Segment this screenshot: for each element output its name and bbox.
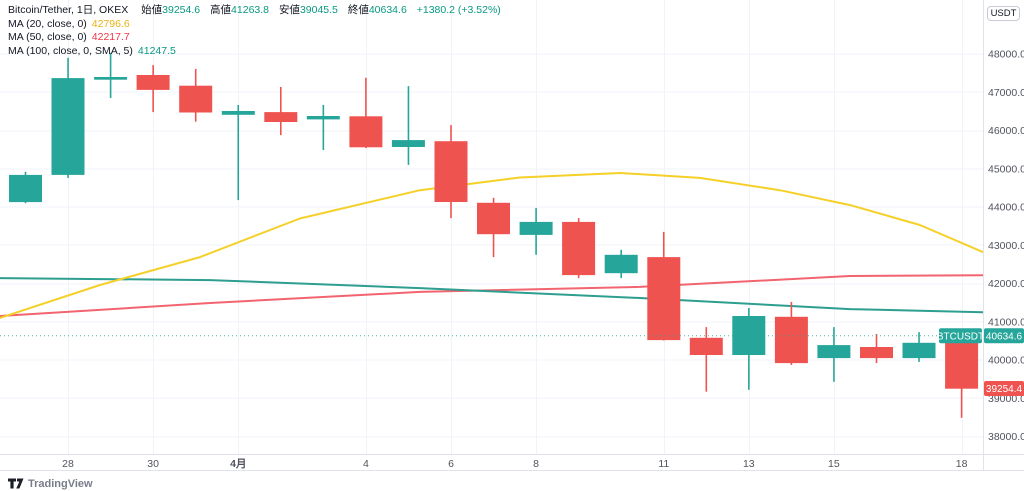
candle-body-3/29 [94,77,128,80]
symbol-legend-row[interactable]: Bitcoin/Tether, 1日, OKEX 始値39254.6 高値412… [8,4,501,17]
candle-body-4/12 [689,337,723,355]
time-tick-label-4月: 4月 [230,458,246,470]
price-tick-label-41000: 41000.0 [988,316,1024,328]
candle-body-4/4 [349,116,383,148]
candle-body-4/14 [774,316,808,364]
price-tick-label-42000: 42000.0 [988,278,1024,290]
price-tick-label-45000: 45000.0 [988,163,1024,175]
candle-body-4/11 [647,257,681,341]
price-tick-label-46000: 46000.0 [988,125,1024,137]
price-tick-label-40000: 40000.0 [988,355,1024,367]
time-axis[interactable] [0,454,983,470]
symbol-badge-text: BTCUSDT [937,331,984,342]
ma-50-legend-row[interactable]: MA (50, close, 0) 42217.7 [8,31,130,43]
time-tick-label-11: 11 [658,458,669,470]
chart-legend: Bitcoin/Tether, 1日, OKEX 始値39254.6 高値412… [8,4,501,58]
ma-20-legend-row[interactable]: MA (20, close, 0) 42796.6 [8,17,130,30]
price-tick-label-48000: 48000.0 [988,49,1024,61]
candle-body-4/1 [221,111,255,115]
ma-100-value: 41247.5 [137,44,176,57]
candle-body-4/8 [519,221,553,235]
candle-body-4/7 [477,202,510,235]
ohlc-open: 始値39254.6 [141,4,201,16]
price-tick-label-47000: 47000.0 [988,87,1024,99]
time-tick-label-6: 6 [448,458,454,470]
ma-50-value: 42217.7 [91,31,130,43]
time-tick-label-18: 18 [956,458,968,470]
candle-body-3/30 [136,75,170,90]
candle-body-4/5 [391,140,425,147]
price-tick-label-44000: 44000.0 [988,202,1024,214]
candle-body-3/28 [51,78,85,175]
time-tick-label-8: 8 [533,458,539,470]
prev-close-badge-text: 39254.4 [986,384,1023,395]
candle-body-4/16 [860,347,893,359]
symbol-title: Bitcoin/Tether, 1日, OKEX [8,4,129,16]
currency-unit-button[interactable]: USDT [987,6,1020,21]
tradingview-logo-text: TradingView [28,477,93,490]
candle-body-4/15 [817,345,851,359]
time-tick-label-15: 15 [828,458,840,470]
time-tick-label-4: 4 [363,458,369,470]
tradingview-attribution[interactable]: TradingView [8,477,93,490]
current-price-badge[interactable] [984,328,1024,344]
candle-body-4/18 [945,342,979,389]
candle-body-4/10 [604,254,638,274]
symbol-badge [939,328,982,344]
ma-line-ma20 [0,172,984,319]
ma-line-ma100 [0,277,984,314]
time-tick-label-13: 13 [743,458,755,470]
time-tick-label-28: 28 [62,458,74,470]
ohlc-low: 安値39045.5 [278,4,338,16]
candle-body-4/3 [306,116,340,120]
price-tick-label-38000: 38000.0 [988,431,1024,443]
ohlc-high: 高値41263.8 [210,4,270,16]
price-axis[interactable] [983,0,1024,470]
candle-body-3/31 [179,85,213,113]
prev-close-badge [984,381,1024,396]
candle-body-4/6 [434,141,468,202]
time-tick-label-30: 30 [147,458,159,470]
current-price-badge-text: 40634.6 [986,331,1023,342]
ma-100-legend-row[interactable]: MA (100, close, 0, SMA, 5) 41247.5 [8,44,176,57]
candle-body-4/9 [562,221,596,276]
candle-body-3/27 [9,174,42,203]
tradingview-logo-icon [8,478,24,489]
ma-20-value: 42796.6 [91,17,130,30]
candle-body-4/2 [264,112,298,122]
price-tick-label-43000: 43000.0 [988,240,1024,252]
ma-line-ma50 [0,274,984,317]
change-value: +1380.2 (+3.52%) [416,4,501,16]
candle-body-4/17 [902,342,936,359]
ohlc-close: 終値40634.6 [347,4,407,16]
